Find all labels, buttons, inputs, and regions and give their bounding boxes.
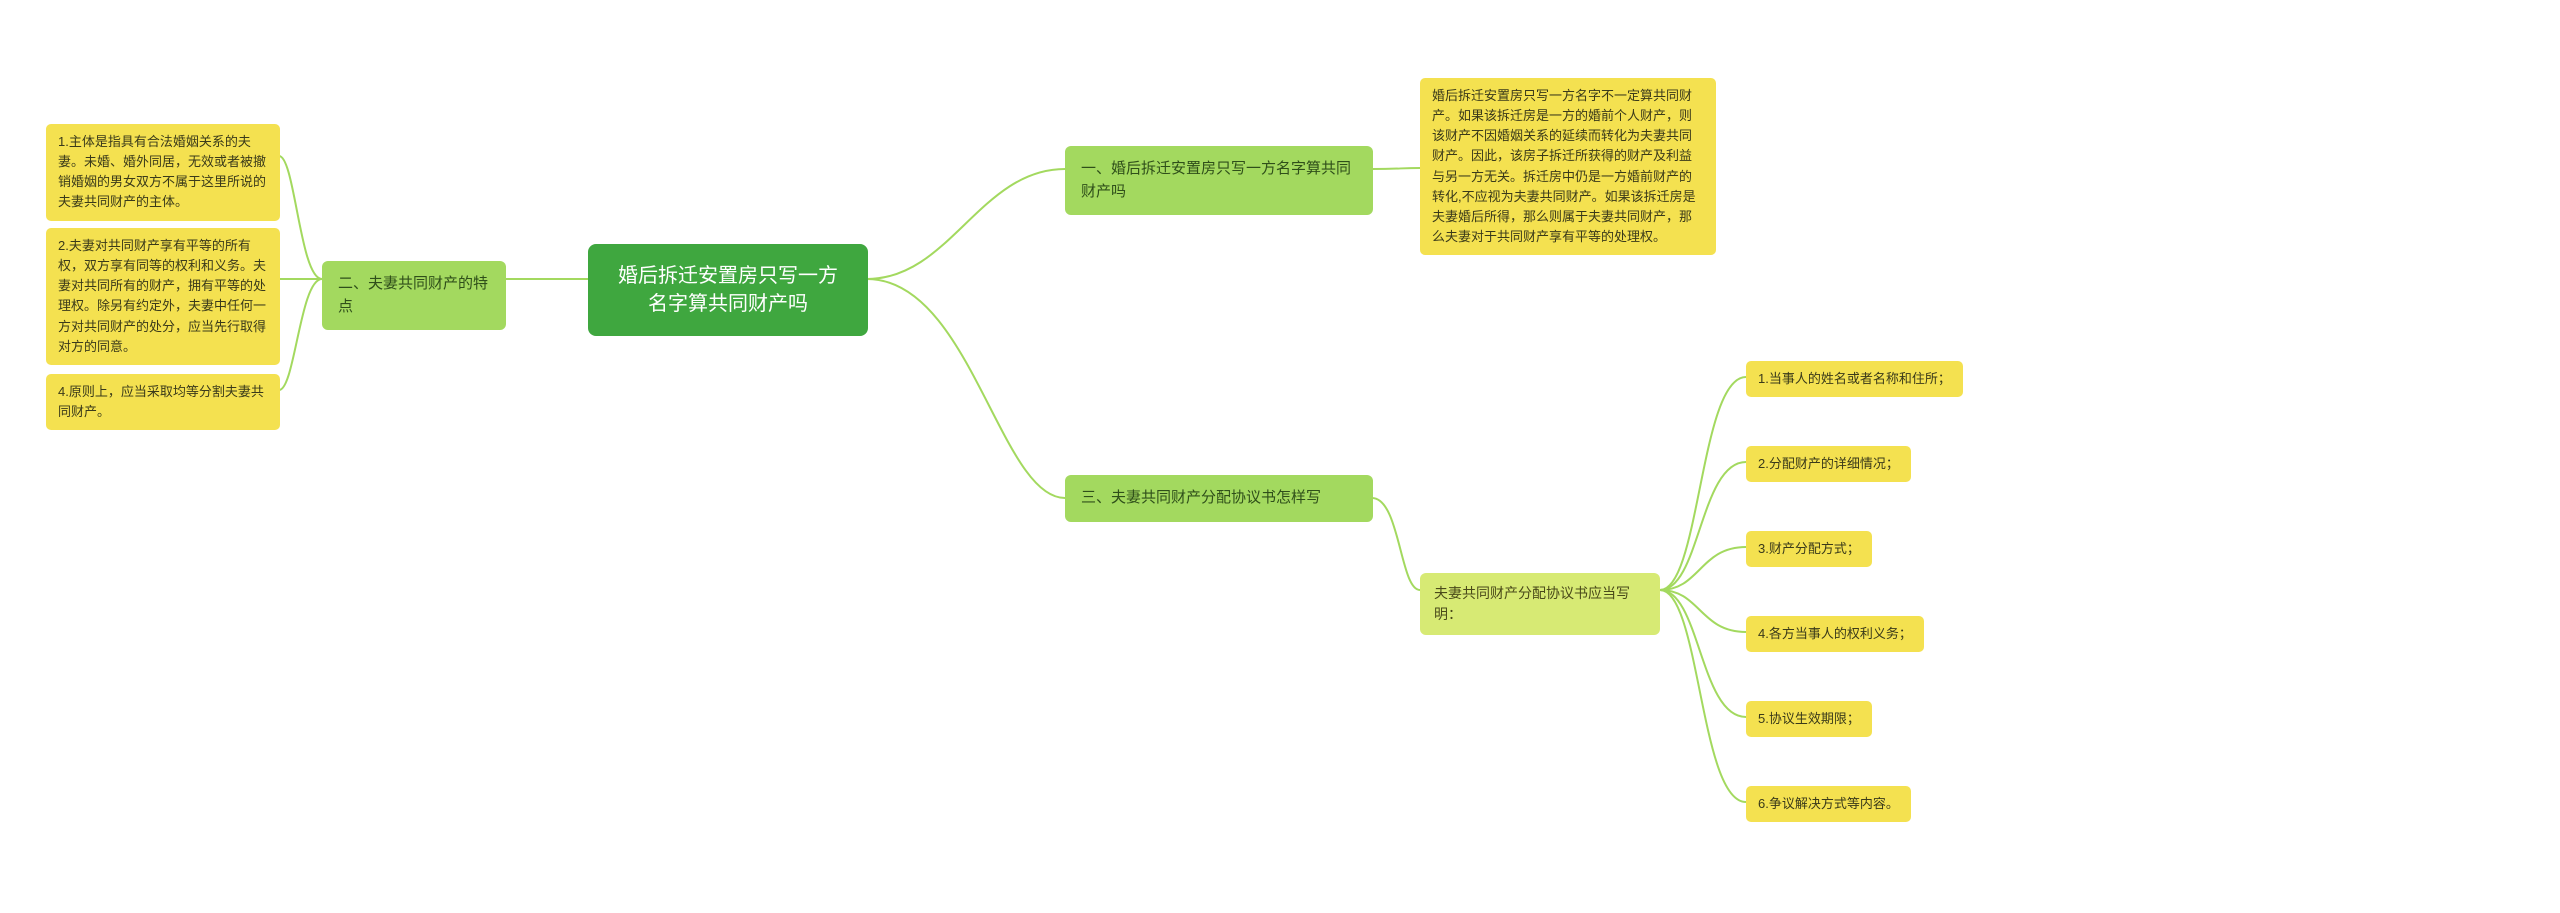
- branch-three-sub: 夫妻共同财产分配协议书应当写明：: [1420, 573, 1660, 635]
- leaf-text: 6.争议解决方式等内容。: [1758, 796, 1899, 811]
- branch-two-leaf-3: 4.原则上，应当采取均等分割夫妻共同财产。: [46, 374, 280, 430]
- leaf-text: 3.财产分配方式；: [1758, 541, 1860, 556]
- branch-two-leaf-2: 2.夫妻对共同财产享有平等的所有权，双方享有同等的权利和义务。夫妻对共同所有的财…: [46, 228, 280, 365]
- branch-three-sub-text: 夫妻共同财产分配协议书应当写明：: [1434, 585, 1630, 622]
- branch-two-leaf-1: 1.主体是指具有合法婚姻关系的夫妻。未婚、婚外同居，无效或者被撤销婚姻的男女双方…: [46, 124, 280, 221]
- leaf-text: 2.夫妻对共同财产享有平等的所有权，双方享有同等的权利和义务。夫妻对共同所有的财…: [58, 238, 266, 354]
- branch-three-leaf-3: 3.财产分配方式；: [1746, 531, 1872, 567]
- connector-layer: [0, 0, 2560, 913]
- leaf-text: 1.当事人的姓名或者名称和住所；: [1758, 371, 1951, 386]
- branch-one-leaf: 婚后拆迁安置房只写一方名字不一定算共同财产。如果该拆迁房是一方的婚前个人财产，则…: [1420, 78, 1716, 255]
- root-node: 婚后拆迁安置房只写一方名字算共同财产吗: [588, 244, 868, 336]
- branch-three-leaf-5: 5.协议生效期限；: [1746, 701, 1872, 737]
- leaf-text: 1.主体是指具有合法婚姻关系的夫妻。未婚、婚外同居，无效或者被撤销婚姻的男女双方…: [58, 134, 266, 209]
- branch-three-leaf-6: 6.争议解决方式等内容。: [1746, 786, 1911, 822]
- leaf-text: 4.各方当事人的权利义务；: [1758, 626, 1912, 641]
- leaf-text: 4.原则上，应当采取均等分割夫妻共同财产。: [58, 384, 264, 419]
- branch-two: 二、夫妻共同财产的特点: [322, 261, 506, 330]
- branch-three-leaf-2: 2.分配财产的详细情况；: [1746, 446, 1911, 482]
- branch-three-label: 三、夫妻共同财产分配协议书怎样写: [1081, 489, 1321, 506]
- leaf-text: 5.协议生效期限；: [1758, 711, 1860, 726]
- branch-three: 三、夫妻共同财产分配协议书怎样写: [1065, 475, 1373, 522]
- branch-one-label: 一、婚后拆迁安置房只写一方名字算共同财产吗: [1081, 160, 1351, 200]
- leaf-text: 2.分配财产的详细情况；: [1758, 456, 1899, 471]
- branch-one-leaf-text: 婚后拆迁安置房只写一方名字不一定算共同财产。如果该拆迁房是一方的婚前个人财产，则…: [1432, 88, 1696, 244]
- branch-three-leaf-4: 4.各方当事人的权利义务；: [1746, 616, 1924, 652]
- branch-one: 一、婚后拆迁安置房只写一方名字算共同财产吗: [1065, 146, 1373, 215]
- branch-two-label: 二、夫妻共同财产的特点: [338, 275, 488, 315]
- root-label: 婚后拆迁安置房只写一方名字算共同财产吗: [618, 265, 838, 315]
- branch-three-leaf-1: 1.当事人的姓名或者名称和住所；: [1746, 361, 1963, 397]
